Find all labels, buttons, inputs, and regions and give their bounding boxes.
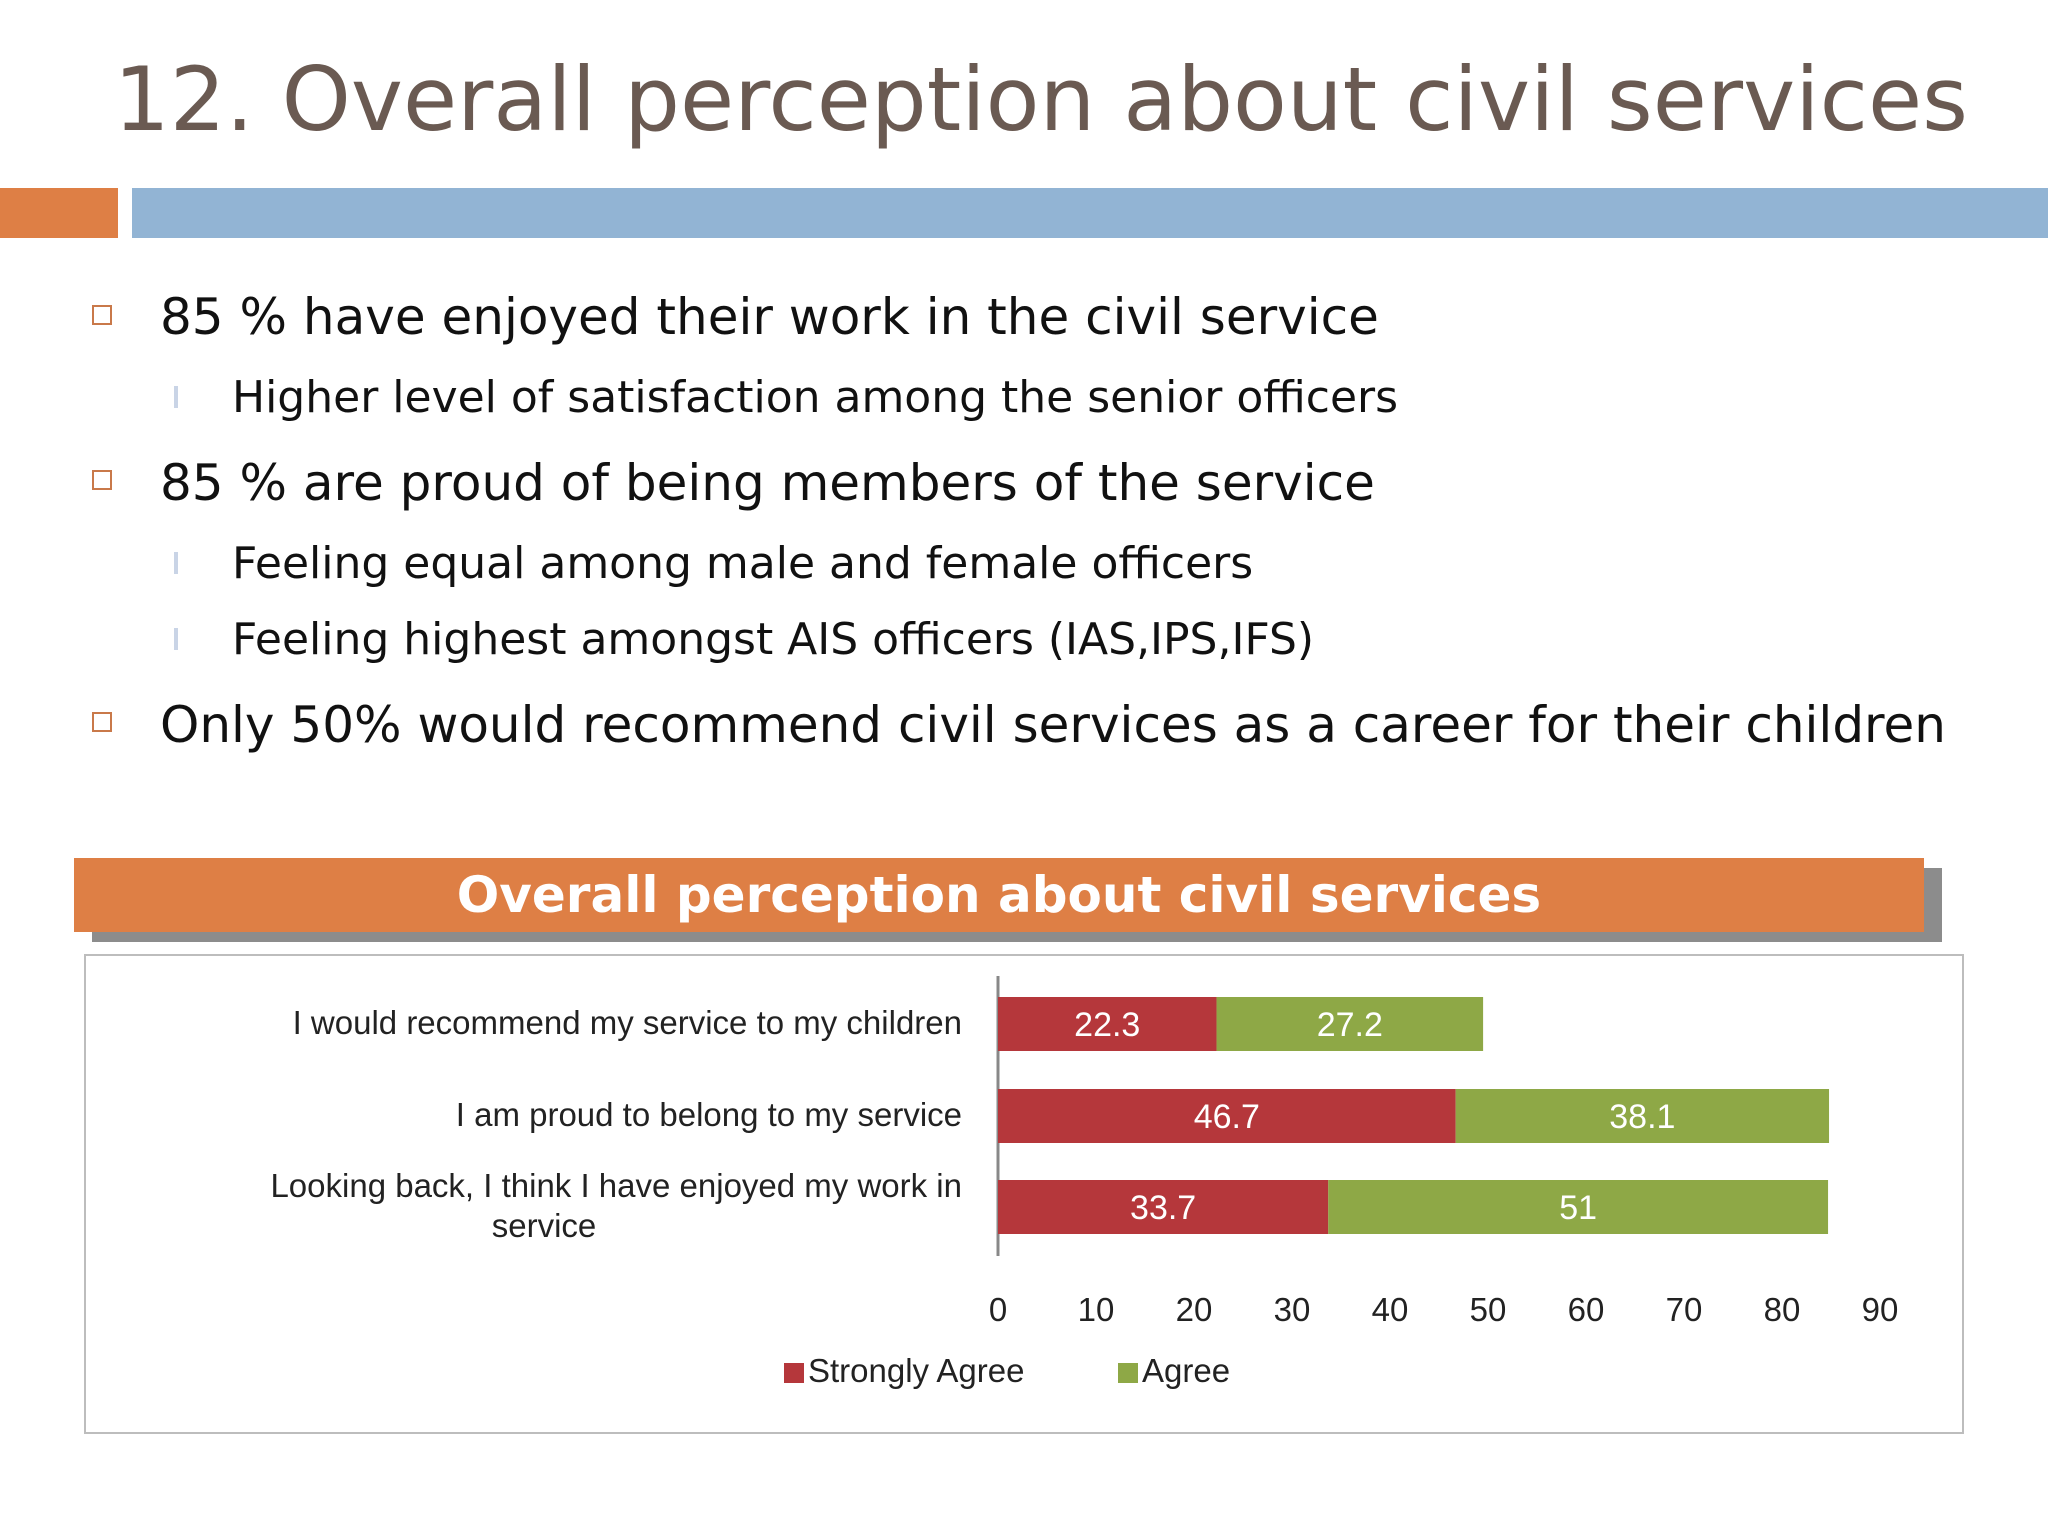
bar-strongly-agree xyxy=(998,997,1217,1051)
category-label: I would recommend my service to my child… xyxy=(293,1004,962,1041)
x-tick-label: 60 xyxy=(1568,1291,1605,1328)
x-tick-label: 40 xyxy=(1372,1291,1409,1328)
x-tick-label: 20 xyxy=(1176,1291,1213,1328)
x-tick-label: 10 xyxy=(1078,1291,1115,1328)
x-tick-label: 0 xyxy=(989,1291,1007,1328)
legend-swatch xyxy=(1118,1363,1138,1383)
square-bullet-icon xyxy=(92,712,112,732)
category-label: service xyxy=(492,1207,597,1244)
sub-bullet-icon xyxy=(174,552,178,574)
chart-frame: I would recommend my service to my child… xyxy=(84,954,1964,1434)
data-label: 27.2 xyxy=(1317,1006,1383,1044)
bar-agree xyxy=(1216,997,1484,1051)
sub-bullet-item: Higher level of satisfaction among the s… xyxy=(232,372,1399,423)
data-label: 51 xyxy=(1559,1189,1597,1227)
bar-strongly-agree xyxy=(998,1089,1456,1143)
bullet-item: 85 % are proud of being members of the s… xyxy=(160,454,1375,512)
stacked-bar-chart: I would recommend my service to my child… xyxy=(270,976,1899,1389)
square-bullet-icon xyxy=(92,470,112,490)
bar-agree xyxy=(1328,1180,1829,1234)
chart-title-banner: Overall perception about civil services xyxy=(74,858,1924,932)
sub-bullet-item: Feeling highest amongst AIS officers (IA… xyxy=(232,614,1315,665)
data-label: 46.7 xyxy=(1194,1098,1260,1136)
sub-bullet-icon xyxy=(174,628,178,650)
x-tick-label: 90 xyxy=(1862,1291,1899,1328)
accent-bar-blue xyxy=(132,188,2048,238)
data-label: 22.3 xyxy=(1074,1006,1140,1044)
legend-swatch xyxy=(784,1363,804,1383)
bar-strongly-agree xyxy=(998,1180,1329,1234)
x-tick-label: 70 xyxy=(1666,1291,1703,1328)
sub-bullet-icon xyxy=(174,386,178,408)
x-tick-label: 80 xyxy=(1764,1291,1801,1328)
data-label: 38.1 xyxy=(1609,1098,1675,1136)
category-label: Looking back, I think I have enjoyed my … xyxy=(270,1167,962,1204)
bullet-item: 85 % have enjoyed their work in the civi… xyxy=(160,288,1379,346)
x-tick-label: 50 xyxy=(1470,1291,1507,1328)
bar-agree xyxy=(1455,1089,1830,1143)
square-bullet-icon xyxy=(92,305,112,325)
sub-bullet-item: Feeling equal among male and female offi… xyxy=(232,538,1254,589)
bullet-item: Only 50% would recommend civil services … xyxy=(160,696,1946,754)
accent-bar-orange xyxy=(0,188,118,238)
data-label: 33.7 xyxy=(1130,1189,1196,1227)
legend-label: Strongly Agree xyxy=(808,1352,1024,1389)
category-label: I am proud to belong to my service xyxy=(456,1096,962,1133)
slide-title: 12. Overall perception about civil servi… xyxy=(113,48,1968,151)
x-tick-label: 30 xyxy=(1274,1291,1311,1328)
legend-label: Agree xyxy=(1142,1352,1230,1389)
